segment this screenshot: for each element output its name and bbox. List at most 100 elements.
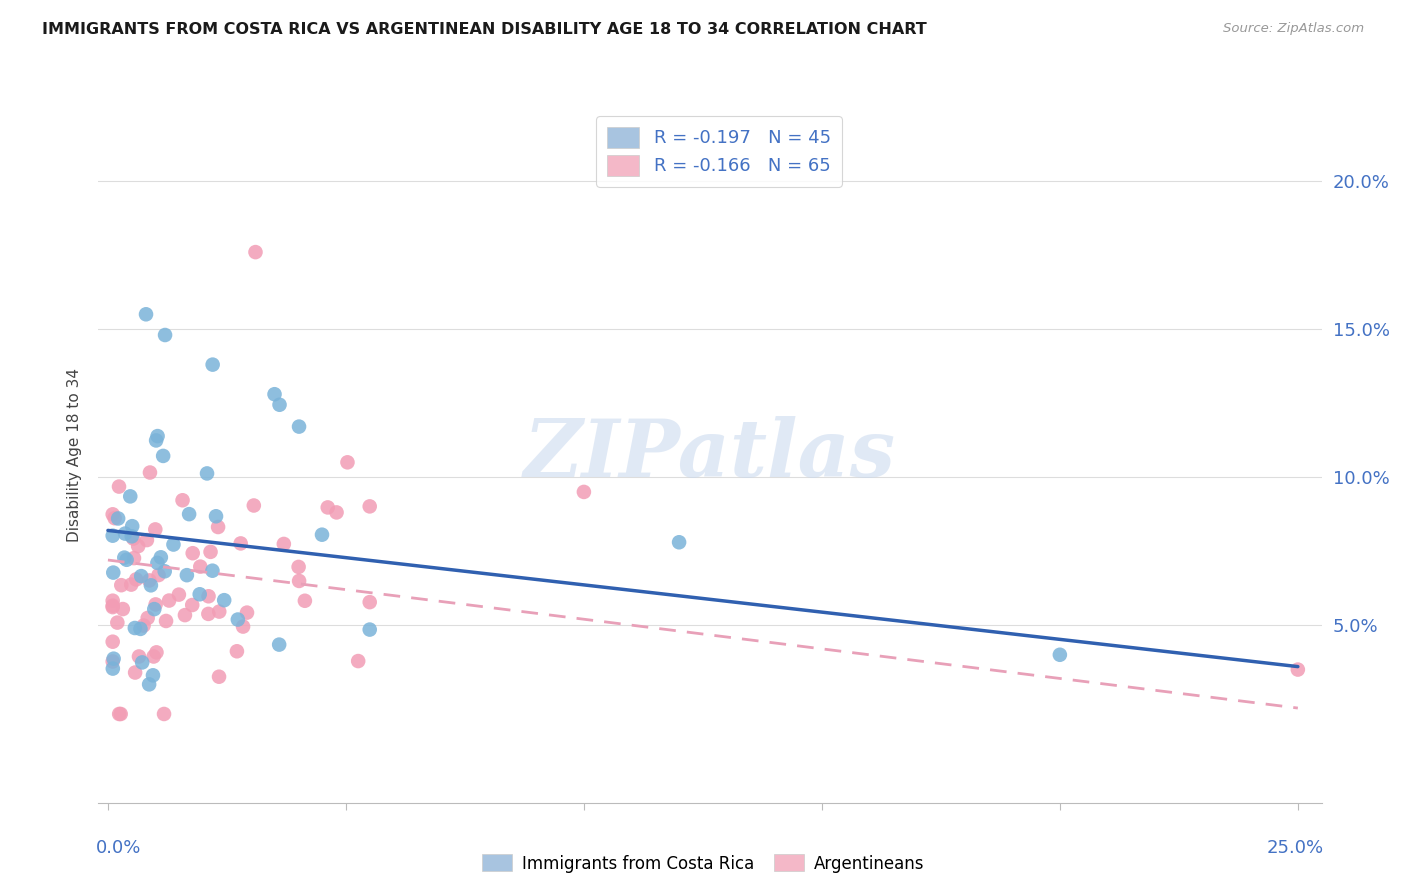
Point bbox=[101, 655, 124, 669]
Point bbox=[288, 419, 311, 434]
Point bbox=[135, 533, 157, 547]
Point bbox=[311, 527, 333, 541]
Point bbox=[157, 593, 180, 607]
Point bbox=[135, 307, 157, 321]
Point bbox=[127, 539, 149, 553]
Point bbox=[197, 607, 219, 621]
Point bbox=[110, 706, 132, 721]
Point bbox=[207, 520, 229, 534]
Point bbox=[108, 706, 131, 721]
Point bbox=[153, 564, 176, 578]
Point bbox=[167, 588, 190, 602]
Point bbox=[136, 611, 159, 625]
Point bbox=[287, 560, 309, 574]
Point bbox=[162, 537, 184, 551]
Point bbox=[145, 645, 167, 659]
Point bbox=[101, 529, 124, 543]
Point bbox=[139, 578, 162, 592]
Point bbox=[146, 556, 169, 570]
Point bbox=[572, 484, 595, 499]
Point bbox=[143, 602, 166, 616]
Legend: Immigrants from Costa Rica, Argentineans: Immigrants from Costa Rica, Argentineans bbox=[475, 847, 931, 880]
Point bbox=[226, 613, 249, 627]
Text: Source: ZipAtlas.com: Source: ZipAtlas.com bbox=[1223, 22, 1364, 36]
Point bbox=[146, 429, 169, 443]
Point bbox=[172, 493, 194, 508]
Point bbox=[201, 358, 224, 372]
Point bbox=[111, 602, 134, 616]
Point bbox=[129, 622, 152, 636]
Point bbox=[359, 623, 381, 637]
Point bbox=[122, 532, 145, 546]
Point bbox=[101, 599, 124, 613]
Point bbox=[101, 593, 124, 607]
Point bbox=[176, 568, 198, 582]
Point bbox=[188, 559, 211, 574]
Point bbox=[120, 577, 142, 591]
Point bbox=[205, 509, 228, 524]
Point bbox=[152, 449, 174, 463]
Point bbox=[128, 649, 150, 664]
Point bbox=[121, 529, 143, 543]
Point bbox=[232, 619, 254, 633]
Text: IMMIGRANTS FROM COSTA RICA VS ARGENTINEAN DISABILITY AGE 18 TO 34 CORRELATION CH: IMMIGRANTS FROM COSTA RICA VS ARGENTINEA… bbox=[42, 22, 927, 37]
Point bbox=[359, 595, 381, 609]
Point bbox=[288, 574, 311, 588]
Point bbox=[101, 634, 124, 648]
Point bbox=[120, 489, 142, 503]
Point bbox=[325, 505, 347, 519]
Point bbox=[316, 500, 339, 515]
Point bbox=[129, 569, 152, 583]
Y-axis label: Disability Age 18 to 34: Disability Age 18 to 34 bbox=[67, 368, 83, 542]
Point bbox=[114, 526, 136, 541]
Point bbox=[145, 434, 167, 448]
Point bbox=[294, 594, 316, 608]
Point bbox=[181, 546, 204, 560]
Point bbox=[121, 519, 143, 533]
Text: 0.0%: 0.0% bbox=[96, 839, 142, 857]
Point bbox=[139, 466, 162, 480]
Text: ZIPatlas: ZIPatlas bbox=[524, 417, 896, 493]
Point bbox=[197, 589, 219, 603]
Point bbox=[200, 545, 222, 559]
Point bbox=[145, 598, 167, 612]
Point bbox=[124, 621, 146, 635]
Point bbox=[143, 523, 166, 537]
Point bbox=[155, 614, 177, 628]
Point bbox=[181, 598, 204, 612]
Point bbox=[103, 651, 125, 665]
Point bbox=[149, 550, 172, 565]
Point bbox=[212, 593, 235, 607]
Point bbox=[108, 480, 131, 494]
Point bbox=[208, 670, 231, 684]
Point bbox=[269, 398, 291, 412]
Legend: R = -0.197   N = 45, R = -0.166   N = 65: R = -0.197 N = 45, R = -0.166 N = 65 bbox=[596, 116, 842, 186]
Point bbox=[105, 615, 128, 630]
Point bbox=[107, 511, 129, 525]
Point bbox=[668, 535, 690, 549]
Point bbox=[1049, 648, 1071, 662]
Point bbox=[188, 587, 211, 601]
Text: 25.0%: 25.0% bbox=[1267, 839, 1324, 857]
Point bbox=[112, 550, 135, 565]
Point bbox=[122, 551, 145, 566]
Point bbox=[273, 537, 295, 551]
Point bbox=[245, 245, 267, 260]
Point bbox=[236, 606, 259, 620]
Point bbox=[125, 573, 148, 587]
Point bbox=[153, 328, 176, 343]
Point bbox=[131, 656, 153, 670]
Point bbox=[142, 668, 165, 682]
Point bbox=[208, 605, 231, 619]
Point bbox=[110, 578, 132, 592]
Point bbox=[226, 644, 249, 658]
Point bbox=[148, 568, 170, 582]
Point bbox=[153, 706, 176, 721]
Point bbox=[124, 665, 146, 680]
Point bbox=[336, 455, 359, 469]
Point bbox=[359, 500, 381, 514]
Point bbox=[132, 618, 155, 632]
Point bbox=[101, 662, 124, 676]
Point bbox=[243, 499, 266, 513]
Point bbox=[269, 638, 291, 652]
